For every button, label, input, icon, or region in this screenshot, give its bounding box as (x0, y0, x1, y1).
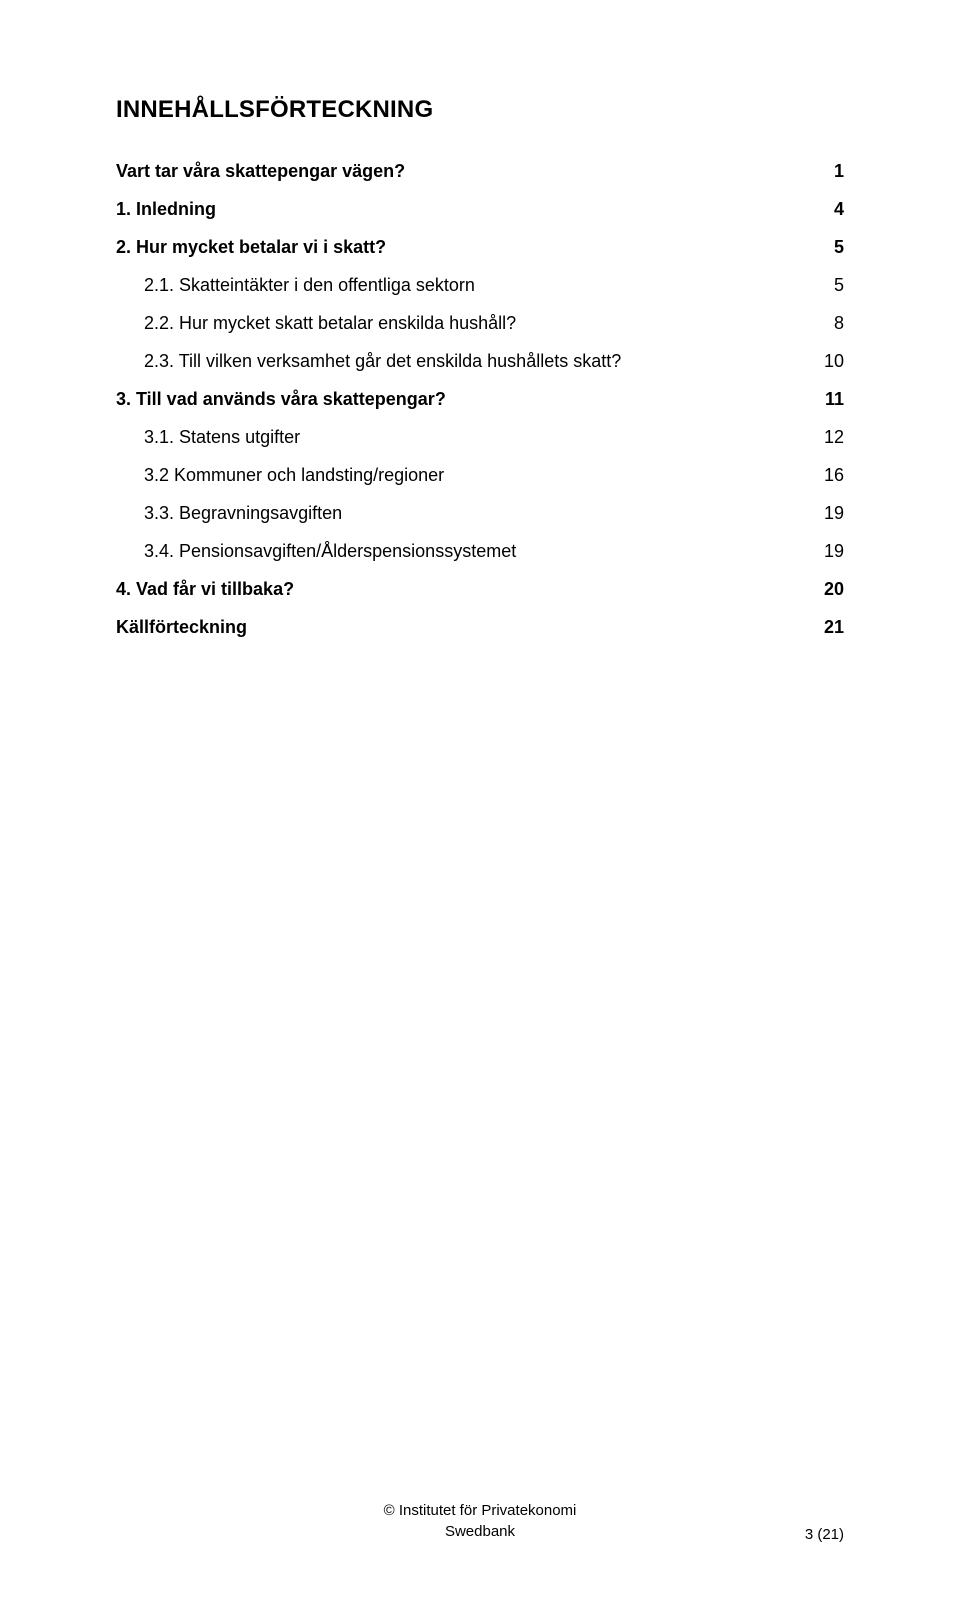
toc-entry-text: 2.1. Skatteintäkter i den offentliga sek… (144, 276, 475, 294)
toc-entry-page: 10 (820, 352, 844, 370)
toc-entry-text: 2. Hur mycket betalar vi i skatt? (116, 238, 386, 256)
toc-entry-page: 19 (820, 504, 844, 522)
toc-entry-text: 1. Inledning (116, 200, 216, 218)
toc-entry-page: 5 (830, 238, 844, 256)
toc-entry-page: 21 (820, 618, 844, 636)
toc-entry-text: Vart tar våra skattepengar vägen? (116, 162, 405, 180)
toc-entry: Vart tar våra skattepengar vägen? 1 (116, 162, 844, 180)
toc-entry-text: 3. Till vad används våra skattepengar? (116, 390, 446, 408)
toc-entry: 3.1. Statens utgifter 12 (116, 428, 844, 446)
toc-entry: 2.3. Till vilken verksamhet går det ensk… (116, 352, 844, 370)
toc-entry: 2.1. Skatteintäkter i den offentliga sek… (116, 276, 844, 294)
toc-entry: Källförteckning 21 (116, 618, 844, 636)
footer-line-1: © Institutet för Privatekonomi (0, 1500, 960, 1522)
toc-entry-page: 12 (820, 428, 844, 446)
toc-entry-page: 1 (830, 162, 844, 180)
toc-entry-text: 2.2. Hur mycket skatt betalar enskilda h… (144, 314, 516, 332)
toc-entry-page: 16 (820, 466, 844, 484)
toc-entry-text: 3.4. Pensionsavgiften/Ålderspensionssyst… (144, 542, 516, 560)
toc-entry-page: 20 (820, 580, 844, 598)
toc-entry-text: 3.3. Begravningsavgiften (144, 504, 342, 522)
toc-entry: 1. Inledning 4 (116, 200, 844, 218)
document-page: INNEHÅLLSFÖRTECKNING Vart tar våra skatt… (0, 0, 960, 1599)
toc-entry: 3.4. Pensionsavgiften/Ålderspensionssyst… (116, 542, 844, 560)
toc-entry-text: 2.3. Till vilken verksamhet går det ensk… (144, 352, 621, 370)
toc-entry: 3. Till vad används våra skattepengar? 11 (116, 390, 844, 408)
page-title: INNEHÅLLSFÖRTECKNING (116, 96, 844, 124)
page-number: 3 (21) (805, 1526, 844, 1543)
toc-entry-text: 3.1. Statens utgifter (144, 428, 300, 446)
toc-entry-page: 19 (820, 542, 844, 560)
toc-entry-text: 3.2 Kommuner och landsting/regioner (144, 466, 444, 484)
toc-entry-page: 11 (821, 390, 844, 408)
toc-entry: 3.3. Begravningsavgiften 19 (116, 504, 844, 522)
table-of-contents: Vart tar våra skattepengar vägen? 1 1. Inl… (116, 162, 844, 636)
toc-entry-text: Källförteckning (116, 618, 247, 636)
toc-entry-page: 8 (830, 314, 844, 332)
toc-entry: 2. Hur mycket betalar vi i skatt? 5 (116, 238, 844, 256)
toc-entry: 3.2 Kommuner och landsting/regioner 16 (116, 466, 844, 484)
toc-entry: 2.2. Hur mycket skatt betalar enskilda h… (116, 314, 844, 332)
toc-entry-text: 4. Vad får vi tillbaka? (116, 580, 294, 598)
toc-entry-page: 5 (830, 276, 844, 294)
toc-entry: 4. Vad får vi tillbaka? 20 (116, 580, 844, 598)
toc-entry-page: 4 (830, 200, 844, 218)
